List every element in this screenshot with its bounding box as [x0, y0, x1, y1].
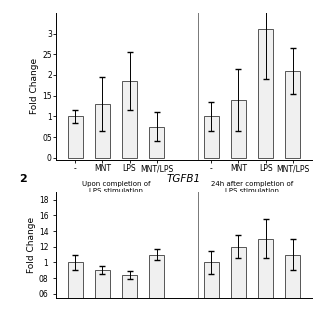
Y-axis label: Fold Change: Fold Change: [30, 58, 39, 115]
Y-axis label: Fold Change: Fold Change: [27, 217, 36, 273]
Text: Upon completion of
LPS stimulation: Upon completion of LPS stimulation: [82, 181, 150, 194]
Bar: [95, 104, 110, 158]
Bar: [149, 127, 164, 158]
Bar: [95, 270, 110, 320]
Text: 24h after completion of
LPS stimulation: 24h after completion of LPS stimulation: [211, 181, 293, 194]
Text: 2: 2: [19, 174, 27, 184]
Bar: [204, 116, 219, 158]
Bar: [68, 116, 83, 158]
Bar: [285, 255, 300, 320]
Bar: [231, 100, 246, 158]
Bar: [122, 81, 137, 158]
Bar: [258, 239, 273, 320]
Text: TGFB1: TGFB1: [167, 174, 201, 184]
Bar: [149, 255, 164, 320]
Bar: [122, 275, 137, 320]
Bar: [285, 71, 300, 158]
Bar: [68, 262, 83, 320]
Bar: [231, 247, 246, 320]
Bar: [204, 262, 219, 320]
Bar: [258, 29, 273, 158]
